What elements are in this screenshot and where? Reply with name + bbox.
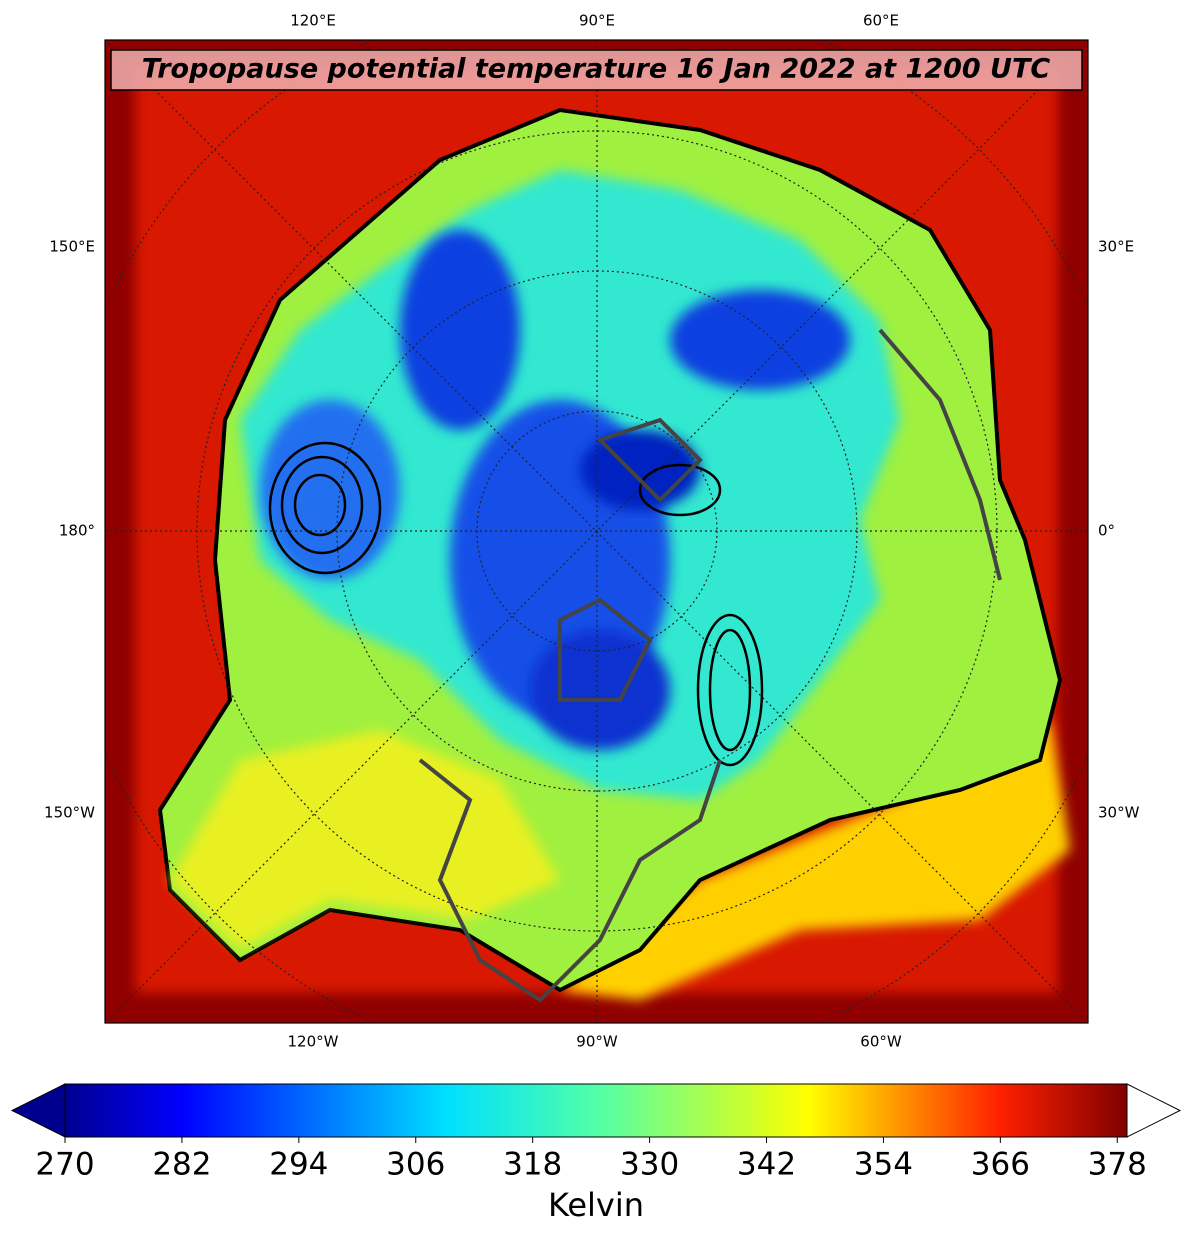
longitude-label: 0° [1098, 522, 1115, 540]
longitude-label: 180° [59, 522, 95, 540]
colorbar-tick-label: 342 [737, 1147, 796, 1183]
longitude-label: 90°W [576, 1033, 618, 1051]
colorbar-tick-label: 294 [269, 1147, 328, 1183]
colorbar-tick-label: 354 [854, 1147, 913, 1183]
longitude-label: 30°W [1098, 804, 1140, 822]
longitude-label: 60°E [863, 12, 899, 30]
map-title: Tropopause potential temperature 16 Jan … [142, 54, 1051, 85]
longitude-label: 60°W [860, 1033, 902, 1051]
longitude-label: 150°W [44, 804, 95, 822]
colorbar-tick-label: 366 [971, 1147, 1030, 1183]
map [105, 40, 1088, 1023]
colorbar-tick-label: 306 [386, 1147, 445, 1183]
colorbar-tick-label: 378 [1088, 1147, 1147, 1183]
colorbar [10, 1083, 1182, 1138]
colorbar-tick-label: 282 [152, 1147, 211, 1183]
longitude-label: 120°E [290, 12, 336, 30]
longitude-label: 90°E [579, 12, 615, 30]
colorbar-tick-label: 330 [620, 1147, 679, 1183]
longitude-label: 120°W [288, 1033, 339, 1051]
colorbar-label: Kelvin [548, 1186, 644, 1224]
colorbar-tick-label: 270 [35, 1147, 94, 1183]
colorbar-tick-label: 318 [503, 1147, 562, 1183]
longitude-label: 30°E [1098, 238, 1134, 256]
longitude-label: 150°E [49, 238, 95, 256]
